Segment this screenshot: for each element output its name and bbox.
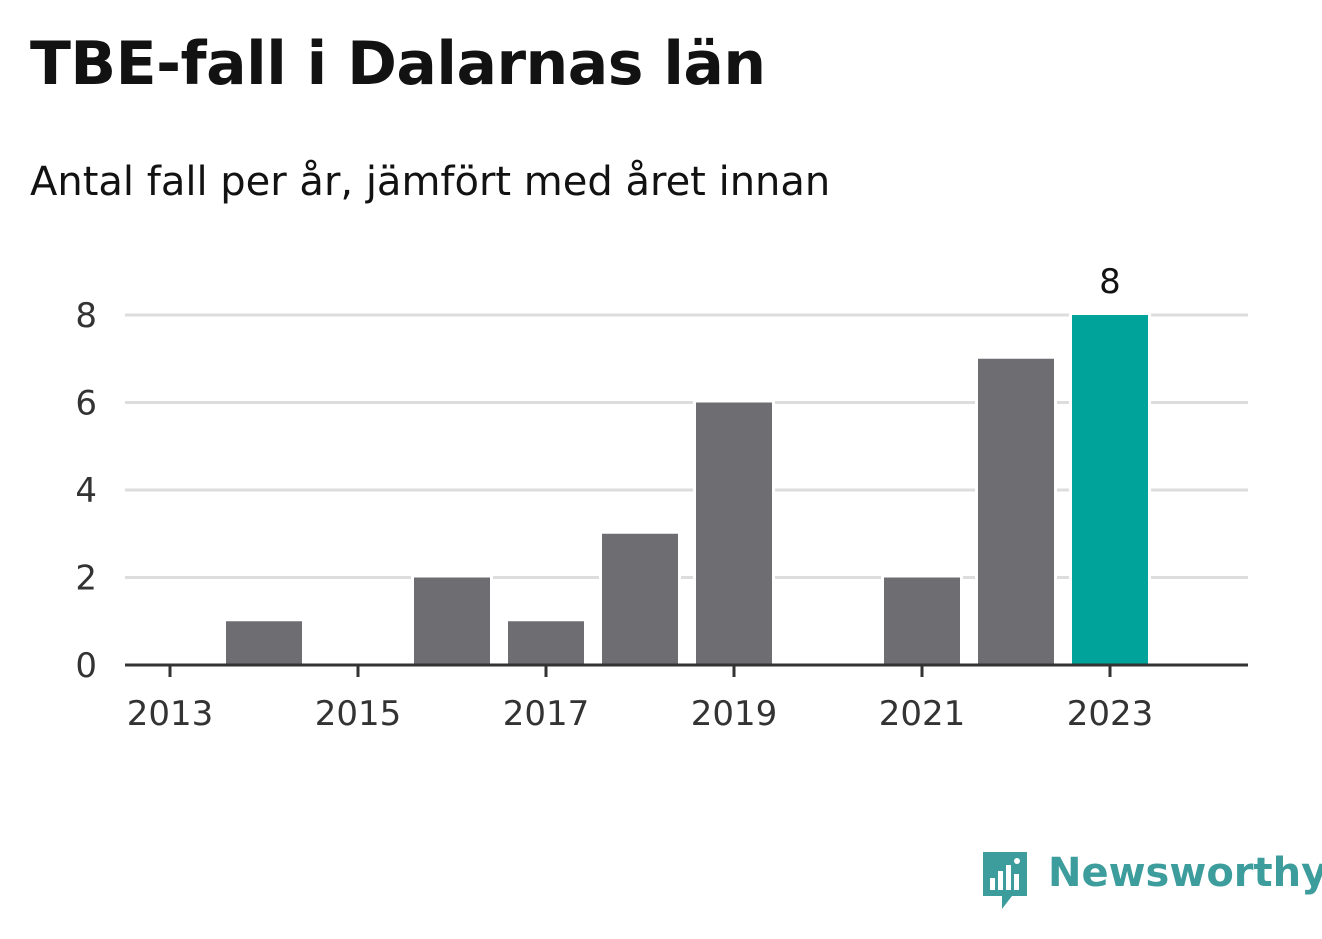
bar-2016 [414,577,490,665]
newsworthy-logo-icon [983,852,1027,909]
bar-2022 [978,358,1054,665]
bar-2018 [602,533,678,665]
brand-name: Newsworthy [1048,850,1322,896]
chart-title: TBE-fall i Dalarnas län [30,29,766,99]
x-tick-label-2019: 2019 [691,694,778,734]
data-label-2023: 8 [1099,262,1121,302]
x-tick-label-2023: 2023 [1067,694,1154,734]
x-axis-ticks: 2013 2015 2017 2019 2021 2023 [127,665,1154,734]
x-tick-label-2017: 2017 [503,694,590,734]
y-tick-label-2: 2 [75,559,97,599]
chart-subtitle: Antal fall per år, jämfört med året inna… [30,159,831,205]
x-tick-label-2013: 2013 [127,694,214,734]
brand-logo: Newsworthy [980,846,1322,912]
y-axis-tick-labels: 0 2 4 6 8 [75,296,97,686]
x-tick-label-2015: 2015 [315,694,402,734]
y-tick-label-8: 8 [75,296,97,336]
y-tick-label-4: 4 [75,471,97,511]
y-tick-label-6: 6 [75,384,97,424]
bars [129,312,1151,665]
x-tick-label-2021: 2021 [879,694,966,734]
y-tick-label-0: 0 [75,646,97,686]
bar-2014 [226,621,302,665]
data-labels: 8 [1099,262,1121,302]
bar-2019 [696,402,772,665]
gridlines [125,313,1248,579]
bar-2023 [1072,315,1148,665]
bar-2017 [508,621,584,665]
bar-2021 [884,577,960,665]
